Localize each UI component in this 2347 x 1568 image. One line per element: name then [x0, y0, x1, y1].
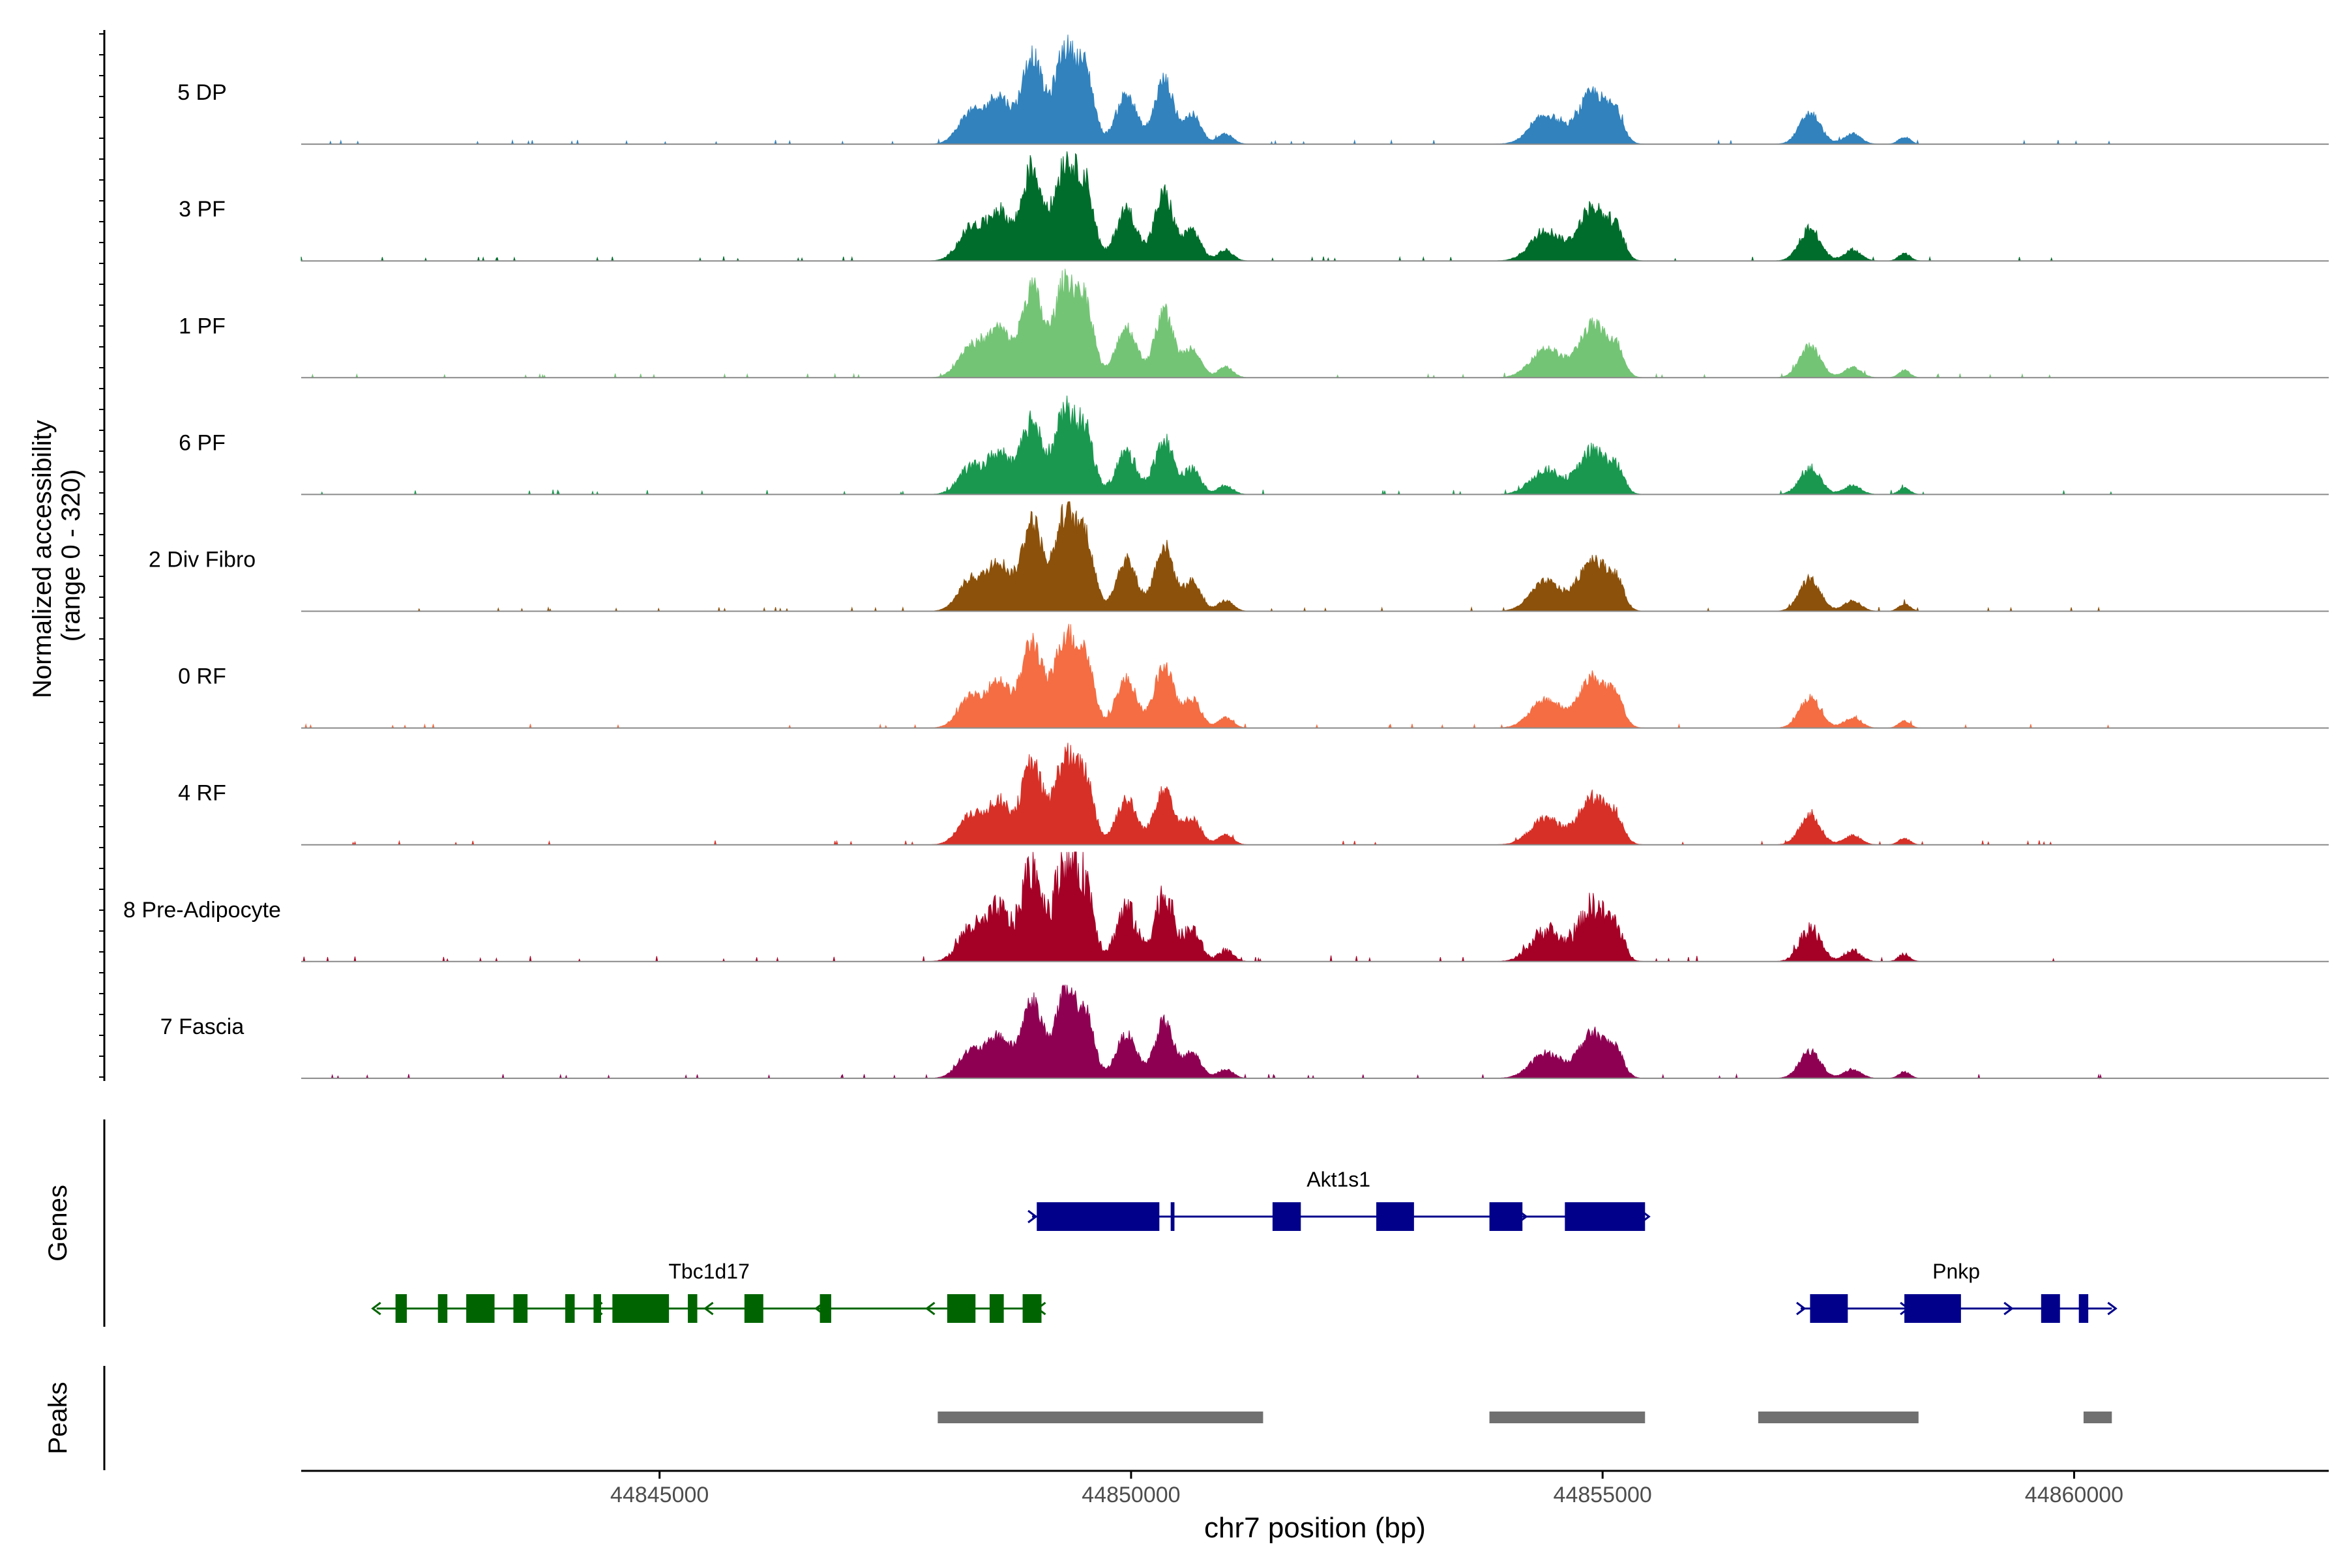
track-label-2: 1 PF	[179, 314, 226, 338]
x-axis-ticks: 44845000 44850000 44855000 44860000	[610, 1471, 2123, 1507]
exon-Tbc1d17-7	[688, 1294, 698, 1323]
exon-Tbc1d17-2	[466, 1294, 495, 1323]
track-label-8: 7 Fascia	[160, 1014, 244, 1039]
exon-Tbc1d17-10	[947, 1294, 976, 1323]
exon-Tbc1d17-8	[744, 1294, 763, 1323]
exon-Akt1s1-5	[1565, 1202, 1646, 1231]
track-label-7: 8 Pre-Adipocyte	[123, 898, 281, 923]
gene-label-Pnkp: Pnkp	[1932, 1260, 1980, 1283]
exon-Tbc1d17-4	[565, 1294, 575, 1323]
peaks-panel-label: Peaks	[44, 1382, 72, 1454]
exon-Akt1s1-3	[1376, 1202, 1414, 1231]
strand-chevron-Akt1s1	[1027, 1209, 1038, 1224]
coverage-y-ticks	[99, 33, 104, 1078]
track-labels: 5 DP 3 PF 1 PF 6 PF 2 Div Fibro 0 RF 4 RF 8 Pre…	[123, 80, 281, 1039]
gene-annotations: Akt1s1 Tbc1d17 Pnkp	[371, 1168, 2118, 1323]
x-axis-title: chr7 position (bp)	[1204, 1512, 1426, 1544]
track-label-4: 2 Div Fibro	[149, 548, 256, 572]
x-tick-label-3: 44860000	[2025, 1483, 2123, 1507]
genes-panel-label: Genes	[44, 1185, 72, 1262]
exon-Akt1s1-4	[1489, 1202, 1523, 1231]
coverage-tracks	[301, 35, 2329, 1080]
gene-label-Akt1s1: Akt1s1	[1306, 1168, 1370, 1191]
exon-Tbc1d17-6	[612, 1294, 670, 1323]
exon-Tbc1d17-1	[437, 1294, 448, 1323]
track-label-6: 4 RF	[178, 781, 226, 806]
peak-region-2	[1758, 1412, 1919, 1423]
y-axis-title: Normalized accessibility (range 0 - 320)	[28, 413, 85, 698]
peak-regions	[937, 1412, 2112, 1423]
track-label-1: 3 PF	[179, 197, 226, 222]
exon-Pnkp-0	[1810, 1294, 1848, 1323]
exon-Pnkp-1	[1904, 1294, 1961, 1323]
gene-label-Tbc1d17: Tbc1d17	[668, 1260, 750, 1283]
strand-chevron-Pnkp	[2107, 1301, 2118, 1316]
peak-region-0	[937, 1412, 1263, 1423]
exon-Tbc1d17-0	[395, 1294, 407, 1323]
x-tick-label-2: 44855000	[1554, 1483, 1652, 1507]
track-label-5: 0 RF	[178, 664, 226, 689]
track-label-0: 5 DP	[177, 80, 227, 105]
track-label-3: 6 PF	[179, 430, 226, 455]
exon-Tbc1d17-9	[819, 1294, 831, 1323]
peak-region-3	[2083, 1412, 2112, 1423]
y-axis-title-line2: (range 0 - 320)	[57, 469, 85, 642]
strand-chevron-Tbc1d17	[925, 1301, 936, 1316]
exon-Akt1s1-1	[1170, 1202, 1175, 1231]
peak-region-1	[1489, 1412, 1646, 1423]
exon-Akt1s1-2	[1272, 1202, 1301, 1231]
y-axis-title-line1: Normalized accessibility	[28, 420, 57, 698]
x-tick-label-0: 44845000	[610, 1483, 709, 1507]
exon-Tbc1d17-11	[989, 1294, 1004, 1323]
exon-Tbc1d17-3	[513, 1294, 528, 1323]
exon-Pnkp-3	[2078, 1294, 2089, 1323]
exon-Tbc1d17-5	[593, 1294, 601, 1323]
strand-chevron-Pnkp	[2003, 1301, 2014, 1316]
strand-chevron-Pnkp	[1796, 1301, 1807, 1316]
strand-chevron-Tbc1d17	[371, 1301, 381, 1316]
exon-Tbc1d17-12	[1022, 1294, 1042, 1323]
exon-Akt1s1-0	[1037, 1202, 1160, 1231]
strand-chevron-Tbc1d17	[703, 1301, 714, 1316]
exon-Pnkp-2	[2041, 1294, 2060, 1323]
x-tick-label-1: 44850000	[1082, 1483, 1180, 1507]
